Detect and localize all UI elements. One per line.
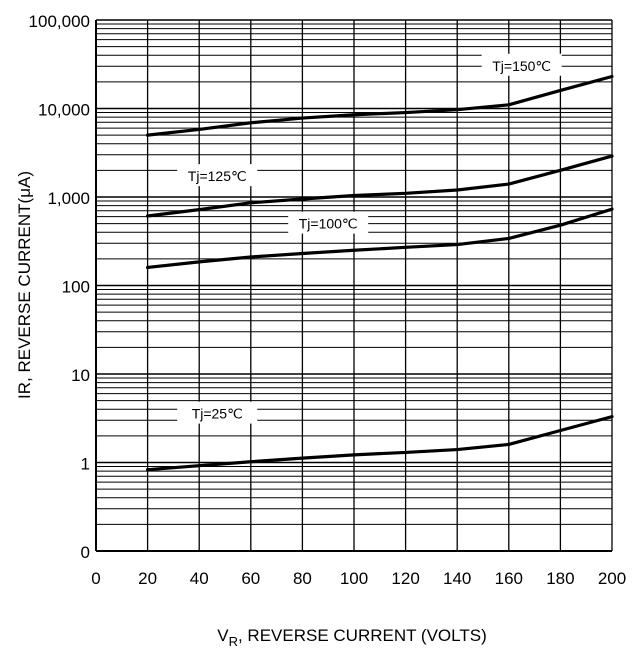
series-line <box>146 154 614 218</box>
series-line <box>146 207 614 270</box>
series-label: Tj=25℃ <box>192 406 243 422</box>
x-axis-title: VR, REVERSE CURRENT (VOLTS) <box>217 626 486 649</box>
series-labels: Tj=150℃ Tj=125℃ Tj=100℃ Tj=25℃ <box>177 53 562 424</box>
tick-labels: 0 20 40 60 80 100 120 140 160 180 200 0 1 10 100 1,000 1… <box>29 12 627 588</box>
y-tick-label: 1,000 <box>47 189 90 208</box>
series-label: Tj=150℃ <box>492 58 551 74</box>
x-tick-label: 180 <box>546 569 574 588</box>
series-line <box>146 415 614 472</box>
series-label: Tj=100℃ <box>299 216 358 232</box>
y-tick-label: 100,000 <box>29 12 90 31</box>
series-lines <box>146 74 614 472</box>
series-label-background <box>481 53 562 76</box>
x-axis-title-rest: , REVERSE CURRENT (VOLTS) <box>238 626 487 645</box>
x-tick-label: 40 <box>190 569 209 588</box>
x-tick-label: 160 <box>495 569 523 588</box>
y-axis-title: IR, REVERSE CURRENT(μA) <box>15 171 34 399</box>
series-label-background <box>288 211 369 234</box>
x-tick-label: 120 <box>391 569 419 588</box>
x-tick-label: 200 <box>598 569 626 588</box>
y-tick-label: 0 <box>81 543 90 562</box>
x-tick-label: 140 <box>443 569 471 588</box>
y-tick-label: 1 <box>81 455 90 474</box>
x-tick-label: 0 <box>91 569 100 588</box>
series-label: Tj=125℃ <box>188 168 247 184</box>
y-tick-label: 100 <box>62 278 90 297</box>
series-label-background <box>177 401 258 424</box>
x-axis-title-main: V <box>217 626 229 645</box>
x-tick-label: 20 <box>138 569 157 588</box>
series-label-background <box>177 164 258 187</box>
y-tick-label: 10,000 <box>38 101 90 120</box>
x-axis-title-sub: R <box>229 634 238 649</box>
y-tick-label: 10 <box>71 366 90 385</box>
series-line <box>146 74 614 137</box>
x-tick-label: 60 <box>241 569 260 588</box>
x-tick-label: 80 <box>293 569 312 588</box>
x-tick-label: 100 <box>340 569 368 588</box>
grid <box>95 19 613 552</box>
